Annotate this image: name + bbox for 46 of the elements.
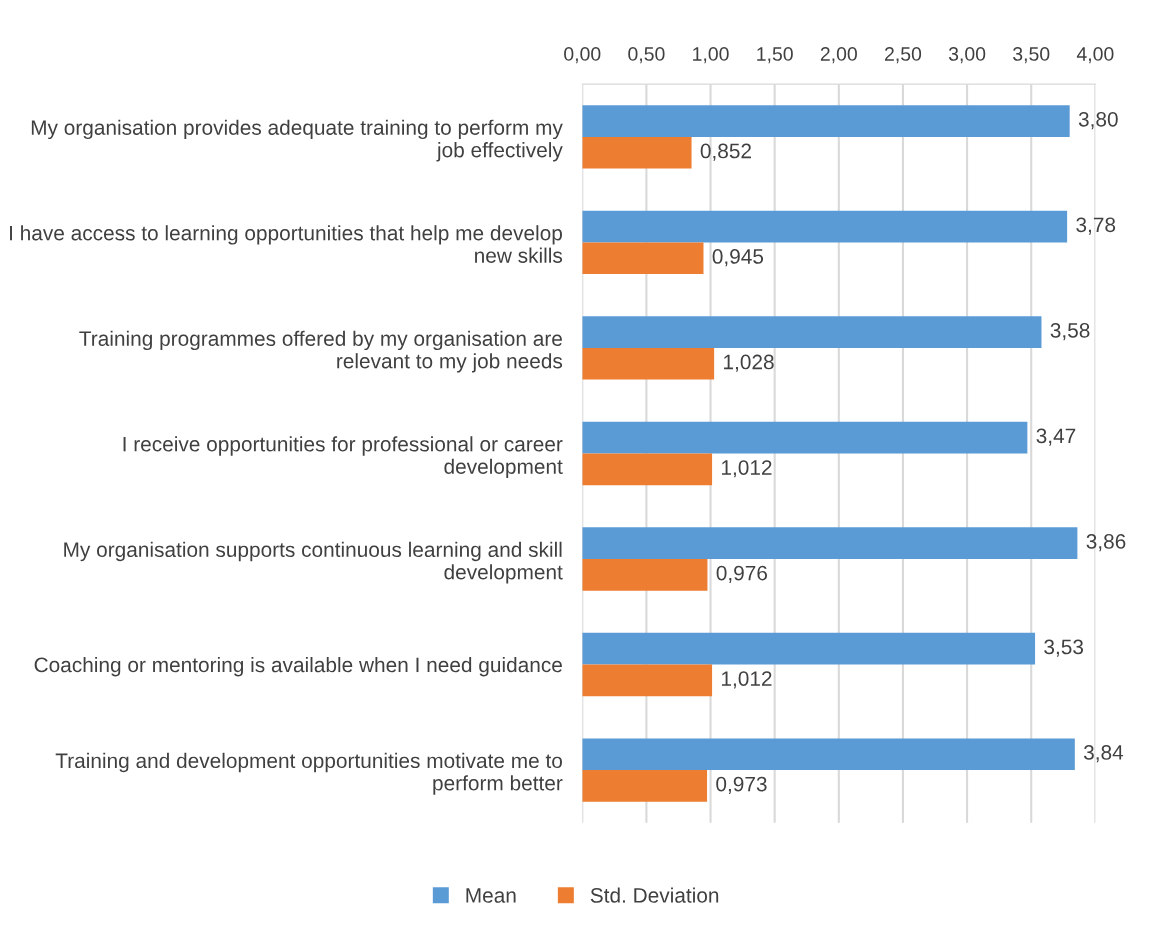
x-tick-label: 1,00 [693,47,729,64]
x-tick-label: 2,50 [885,47,922,64]
bar [582,559,708,591]
y-tick-label: Training programmes offered by my organisation are relevant to my job needs [79,330,563,373]
y-tick-label: I receive opportunities for professional or career development [123,436,563,479]
bar [582,738,1075,771]
bar [582,105,1070,137]
bar [582,632,1036,665]
bar [582,136,692,169]
data-label: 0,973 [716,776,767,794]
bar [582,453,713,486]
x-tick-label: 3,00 [948,47,986,64]
data-label: 0,852 [700,143,751,161]
x-tick-label: 0,50 [628,47,665,64]
y-tick-label: Training and development opportunities motivate me to perform better [55,752,563,795]
y-tick-label: My organisation supports continuous learning and skill development [64,541,563,584]
x-tick-label: 0,00 [564,47,601,64]
legend-label: Std. Deviation [590,887,719,903]
x-tick-label: 4,00 [1076,47,1114,64]
legend-label: Mean [466,888,516,903]
x-tick-label: 3,50 [1013,47,1050,64]
data-label: 1,012 [722,671,772,689]
data-label: 3,86 [1086,534,1126,552]
data-label: 3,47 [1036,428,1076,446]
data-label: 3,78 [1076,217,1116,235]
data-label: 3,84 [1083,745,1124,763]
data-label: 0,945 [712,249,764,267]
bar [582,770,708,802]
data-label: 3,53 [1044,639,1084,657]
y-tick-label: Coaching or mentoring is available when I need guidance [34,656,562,677]
data-label: 0,976 [716,565,768,583]
bar [582,347,715,380]
data-label: 3,80 [1078,111,1118,130]
data-label: 3,58 [1050,322,1090,341]
data-label: 1,028 [724,354,774,372]
bar [582,664,713,697]
bar [582,527,1078,559]
y-tick-label: My organisation provides adequate training to perform my job effectively [31,119,563,162]
x-tick-label: 2,00 [820,47,857,64]
bar [582,210,1068,243]
data-label: 1,012 [722,460,772,478]
bar [582,421,1028,454]
y-tick-label: I have access to learning opportunities that help me develop new skills [10,225,563,263]
bar [582,242,704,275]
bar [582,316,1042,348]
x-tick-label: 1,50 [757,47,793,64]
